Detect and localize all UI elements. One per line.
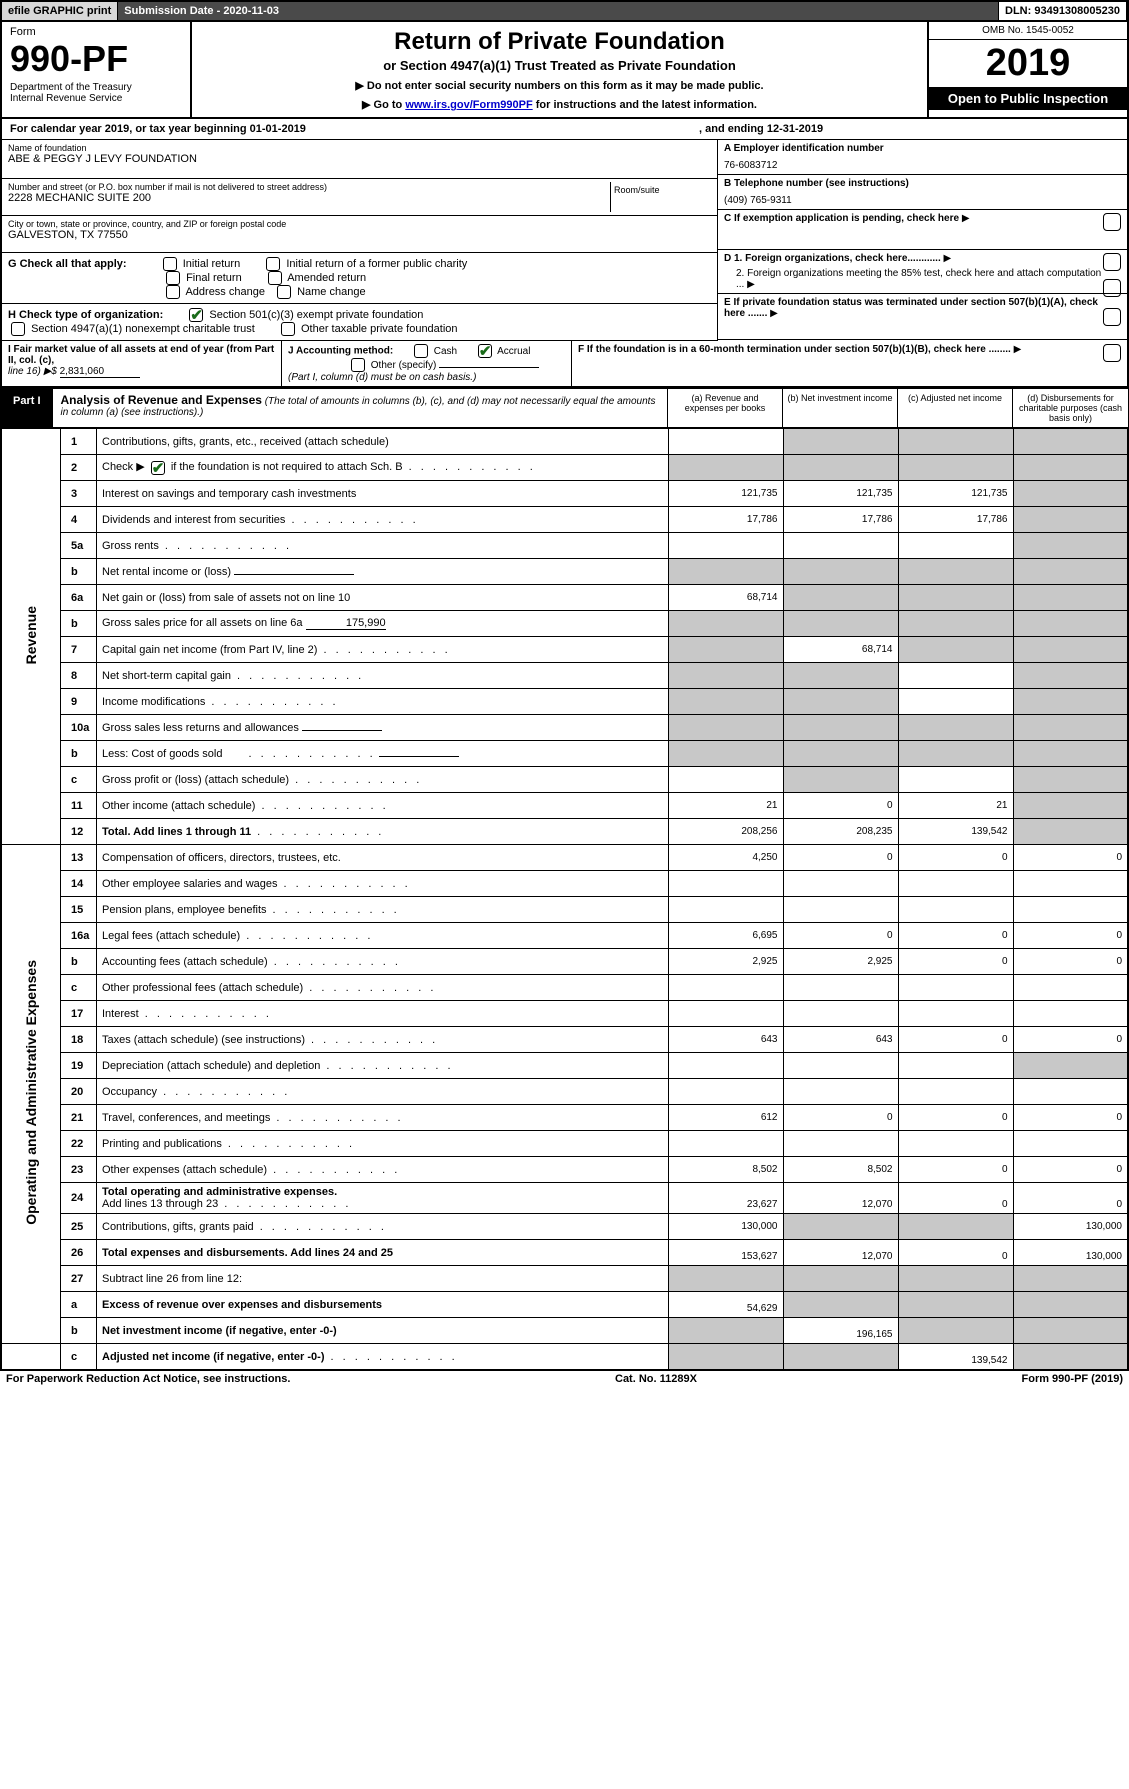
- f-label: F If the foundation is in a 60-month ter…: [578, 344, 1011, 355]
- cat-number: Cat. No. 11289X: [615, 1373, 697, 1385]
- final-return-checkbox[interactable]: [166, 271, 180, 285]
- address-change-checkbox[interactable]: [166, 285, 180, 299]
- lower-info-block: I Fair market value of all assets at end…: [0, 341, 1129, 387]
- d2-label: 2. Foreign organizations meeting the 85%…: [736, 268, 1101, 290]
- paperwork-notice: For Paperwork Reduction Act Notice, see …: [6, 1373, 290, 1385]
- part-1-header: Part I Analysis of Revenue and Expenses …: [0, 387, 1129, 428]
- efile-label: efile GRAPHIC print: [2, 2, 118, 20]
- f-checkbox[interactable]: [1103, 344, 1121, 362]
- d2-checkbox[interactable]: [1103, 279, 1121, 297]
- g-check-row: G Check all that apply: Initial return I…: [2, 253, 717, 304]
- phone-value: (409) 765-9311: [724, 195, 1121, 206]
- city-label: City or town, state or province, country…: [8, 219, 711, 229]
- amended-checkbox[interactable]: [268, 271, 282, 285]
- gross-sales-6a: 175,990: [306, 617, 386, 630]
- revenue-label: Revenue: [23, 606, 39, 664]
- room-label: Room/suite: [611, 182, 711, 198]
- calendar-year-row: For calendar year 2019, or tax year begi…: [0, 119, 1129, 140]
- expenses-label: Operating and Administrative Expenses: [23, 960, 39, 1225]
- e-checkbox[interactable]: [1103, 308, 1121, 326]
- irs-label: Internal Revenue Service: [10, 93, 182, 104]
- note-2: ▶ Go to www.irs.gov/Form990PF for instru…: [202, 98, 917, 111]
- page-footer: For Paperwork Reduction Act Notice, see …: [0, 1370, 1129, 1387]
- 501c3-checkbox[interactable]: [189, 308, 203, 322]
- d1-label: D 1. Foreign organizations, check here..…: [724, 253, 941, 264]
- city-state-zip: GALVESTON, TX 77550: [8, 229, 711, 241]
- d1-checkbox[interactable]: [1103, 253, 1121, 271]
- top-bar: efile GRAPHIC print Submission Date - 20…: [0, 0, 1129, 22]
- other-taxable-checkbox[interactable]: [281, 322, 295, 336]
- name-change-checkbox[interactable]: [277, 285, 291, 299]
- e-label: E If private foundation status was termi…: [724, 297, 1098, 319]
- c-checkbox[interactable]: [1103, 213, 1121, 231]
- ein-value: 76-6083712: [724, 160, 1121, 171]
- h-check-row: H Check type of organization: Section 50…: [2, 304, 717, 341]
- ein-label: A Employer identification number: [724, 143, 1121, 154]
- initial-public-checkbox[interactable]: [266, 257, 280, 271]
- form-label: Form: [10, 26, 182, 38]
- form-footer: Form 990-PF (2019): [1022, 1373, 1123, 1385]
- dln: DLN: 93491308005230: [999, 2, 1127, 20]
- form-subtitle: or Section 4947(a)(1) Trust Treated as P…: [202, 58, 917, 73]
- col-d-head: (d) Disbursements for charitable purpose…: [1013, 389, 1128, 427]
- form-header: Form 990-PF Department of the Treasury I…: [0, 22, 1129, 119]
- initial-return-checkbox[interactable]: [163, 257, 177, 271]
- form-number: 990-PF: [10, 38, 182, 80]
- other-method-checkbox[interactable]: [351, 358, 365, 372]
- part-label: Part I: [1, 389, 53, 427]
- form-title: Return of Private Foundation: [202, 28, 917, 56]
- accrual-checkbox[interactable]: [478, 344, 492, 358]
- open-public: Open to Public Inspection: [929, 87, 1127, 110]
- info-block: Name of foundation ABE & PEGGY J LEVY FO…: [0, 140, 1129, 341]
- col-c-head: (c) Adjusted net income: [898, 389, 1013, 427]
- phone-label: B Telephone number (see instructions): [724, 178, 1121, 189]
- tax-year: 2019: [929, 40, 1127, 87]
- c-label: C If exemption application is pending, c…: [724, 213, 959, 224]
- irs-link[interactable]: www.irs.gov/Form990PF: [405, 99, 532, 111]
- foundation-name: ABE & PEGGY J LEVY FOUNDATION: [8, 153, 711, 165]
- fmv-value: 2,831,060: [60, 366, 140, 378]
- submission-date: Submission Date - 2020-11-03: [118, 2, 999, 20]
- col-a-head: (a) Revenue and expenses per books: [668, 389, 783, 427]
- 4947-checkbox[interactable]: [11, 322, 25, 336]
- omb-number: OMB No. 1545-0052: [929, 22, 1127, 40]
- dept-label: Department of the Treasury: [10, 82, 182, 93]
- note-1: ▶ Do not enter social security numbers o…: [202, 79, 917, 92]
- cash-checkbox[interactable]: [414, 344, 428, 358]
- name-label: Name of foundation: [8, 143, 711, 153]
- sch-b-checkbox[interactable]: [151, 461, 165, 475]
- j-label: J Accounting method:: [288, 346, 393, 357]
- col-b-head: (b) Net investment income: [783, 389, 898, 427]
- addr-label: Number and street (or P.O. box number if…: [8, 182, 610, 192]
- i-label: I Fair market value of all assets at end…: [8, 344, 274, 366]
- revenue-expense-table: Revenue 1Contributions, gifts, grants, e…: [0, 428, 1129, 1370]
- j-note: (Part I, column (d) must be on cash basi…: [288, 372, 476, 383]
- street-address: 2228 MECHANIC SUITE 200: [8, 192, 610, 204]
